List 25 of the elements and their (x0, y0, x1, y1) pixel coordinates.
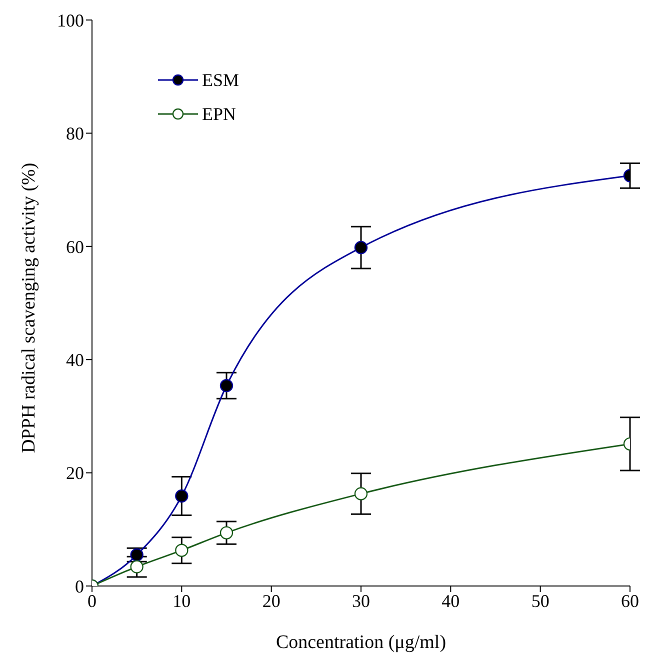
legend-label: EPN (202, 104, 236, 124)
y-tick-label: 20 (66, 463, 84, 484)
x-tick-label: 0 (88, 590, 96, 611)
y-tick-label: 0 (75, 576, 84, 596)
y-tick-label: 100 (57, 10, 84, 30)
point (130, 560, 144, 574)
x-axis-title: Concentration (μg/ml) (276, 632, 446, 653)
x-tick-label: 20 (262, 590, 280, 611)
y-tick-label: 80 (66, 124, 84, 144)
point (354, 240, 368, 254)
point (354, 487, 368, 500)
point (175, 489, 188, 503)
y-tick-label: 60 (66, 236, 84, 257)
x-tick-label: 40 (442, 590, 460, 611)
y-tick-label: 40 (66, 350, 84, 370)
x-tick-label: 60 (621, 590, 639, 611)
x-tick-label: 50 (531, 590, 550, 611)
x-tick-label: 10 (172, 590, 191, 611)
point (220, 526, 234, 540)
x-tick-label: 30 (352, 590, 370, 611)
point (175, 544, 188, 557)
legend-label: ESM (202, 70, 240, 90)
point (220, 379, 234, 392)
y-axis-title: DPPH radical scavenging activity (%) (18, 162, 40, 453)
point (130, 548, 144, 562)
